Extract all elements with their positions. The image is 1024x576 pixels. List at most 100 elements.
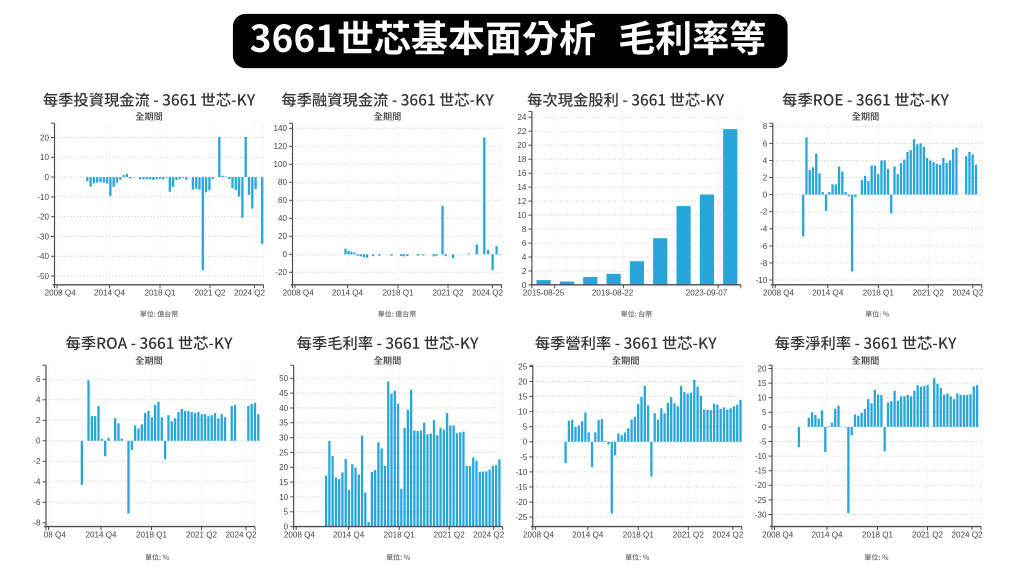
svg-text:2014 Q4: 2014 Q4 xyxy=(85,531,117,540)
svg-text:20: 20 xyxy=(518,377,528,386)
svg-text:-15: -15 xyxy=(755,467,767,476)
svg-text:-20: -20 xyxy=(37,213,49,222)
svg-text:2024 Q2: 2024 Q2 xyxy=(473,531,505,540)
svg-text:50: 50 xyxy=(279,374,289,383)
svg-text:2008 Q4: 2008 Q4 xyxy=(283,289,315,298)
svg-text:2024 Q2: 2024 Q2 xyxy=(951,531,983,540)
svg-text:-8: -8 xyxy=(33,519,41,528)
svg-text:2: 2 xyxy=(522,267,527,276)
svg-text:2014 Q4: 2014 Q4 xyxy=(572,531,604,540)
svg-text:4: 4 xyxy=(36,396,41,405)
svg-text:80: 80 xyxy=(278,178,288,187)
svg-text:-20: -20 xyxy=(516,498,528,507)
svg-text:10: 10 xyxy=(517,211,527,220)
svg-text:0: 0 xyxy=(523,438,528,447)
svg-text:20: 20 xyxy=(517,141,527,150)
svg-text:-10: -10 xyxy=(516,468,528,477)
svg-text:2024 Q2: 2024 Q2 xyxy=(712,531,744,540)
svg-text:2: 2 xyxy=(763,173,768,182)
svg-text:2008 Q4: 2008 Q4 xyxy=(284,531,316,540)
svg-text:0: 0 xyxy=(36,437,41,446)
svg-text:0: 0 xyxy=(762,423,767,432)
svg-text:0: 0 xyxy=(284,523,289,532)
svg-text:40: 40 xyxy=(278,214,288,223)
svg-text:20: 20 xyxy=(278,232,288,241)
svg-text:14: 14 xyxy=(517,183,527,192)
svg-text:-10: -10 xyxy=(756,276,768,285)
svg-text:6: 6 xyxy=(36,375,41,384)
svg-text:-25: -25 xyxy=(516,513,528,522)
svg-text:15: 15 xyxy=(518,393,528,402)
svg-text:35: 35 xyxy=(279,419,289,428)
svg-text:2021 Q2: 2021 Q2 xyxy=(912,531,944,540)
svg-text:60: 60 xyxy=(278,196,288,205)
svg-text:-5: -5 xyxy=(759,437,767,446)
svg-text:6: 6 xyxy=(522,239,527,248)
svg-text:-2: -2 xyxy=(760,208,768,217)
svg-text:12: 12 xyxy=(517,197,527,206)
svg-text:2019-08-22: 2019-08-22 xyxy=(592,289,634,298)
svg-text:-25: -25 xyxy=(755,496,767,505)
svg-text:2018 Q1: 2018 Q1 xyxy=(136,531,168,540)
svg-text:10: 10 xyxy=(40,153,50,162)
svg-text:4: 4 xyxy=(522,253,527,262)
svg-text:2014 Q4: 2014 Q4 xyxy=(332,289,364,298)
svg-text:-8: -8 xyxy=(760,259,768,268)
svg-text:5: 5 xyxy=(284,508,289,517)
svg-text:120: 120 xyxy=(273,142,287,151)
svg-text:2018 Q1: 2018 Q1 xyxy=(863,289,895,298)
svg-text:-6: -6 xyxy=(33,498,41,507)
svg-text:25: 25 xyxy=(518,362,528,371)
svg-text:-15: -15 xyxy=(516,483,528,492)
svg-text:0: 0 xyxy=(44,173,49,182)
svg-text:0: 0 xyxy=(763,191,768,200)
svg-text:-5: -5 xyxy=(520,453,528,462)
svg-text:-4: -4 xyxy=(760,225,768,234)
svg-text:45: 45 xyxy=(279,389,289,398)
svg-text:2018 Q1: 2018 Q1 xyxy=(382,289,414,298)
svg-text:2014 Q4: 2014 Q4 xyxy=(811,531,843,540)
svg-text:40: 40 xyxy=(279,404,289,413)
svg-text:2021 Q2: 2021 Q2 xyxy=(673,531,705,540)
svg-text:10: 10 xyxy=(757,394,767,403)
svg-text:2018 Q1: 2018 Q1 xyxy=(384,531,416,540)
svg-text:25: 25 xyxy=(279,448,289,457)
svg-text:18: 18 xyxy=(517,155,527,164)
svg-text:10: 10 xyxy=(279,493,289,502)
svg-text:2024 Q2: 2024 Q2 xyxy=(472,289,504,298)
svg-text:10: 10 xyxy=(518,408,528,417)
svg-text:08 Q4: 08 Q4 xyxy=(44,531,67,540)
svg-text:-10: -10 xyxy=(755,452,767,461)
svg-text:-30: -30 xyxy=(37,232,49,241)
svg-text:2021 Q2: 2021 Q2 xyxy=(432,289,464,298)
svg-text:2008 Q4: 2008 Q4 xyxy=(763,289,795,298)
svg-text:2018 Q1: 2018 Q1 xyxy=(862,531,894,540)
svg-text:2014 Q4: 2014 Q4 xyxy=(333,531,365,540)
svg-text:20: 20 xyxy=(40,133,50,142)
svg-text:-20: -20 xyxy=(755,481,767,490)
svg-text:24: 24 xyxy=(517,113,527,122)
svg-text:2014 Q4: 2014 Q4 xyxy=(812,289,844,298)
svg-text:0: 0 xyxy=(522,281,527,290)
svg-text:15: 15 xyxy=(279,478,289,487)
svg-text:2014 Q4: 2014 Q4 xyxy=(94,289,126,298)
svg-text:16: 16 xyxy=(517,169,527,178)
svg-text:4: 4 xyxy=(763,156,768,165)
svg-text:8: 8 xyxy=(522,225,527,234)
svg-text:-6: -6 xyxy=(760,242,768,251)
svg-text:2008 Q4: 2008 Q4 xyxy=(523,531,555,540)
svg-text:-30: -30 xyxy=(755,510,767,519)
svg-text:20: 20 xyxy=(279,463,289,472)
svg-text:6: 6 xyxy=(763,139,768,148)
svg-text:-10: -10 xyxy=(37,193,49,202)
svg-text:2021 Q2: 2021 Q2 xyxy=(913,289,945,298)
svg-text:5: 5 xyxy=(523,423,528,432)
svg-text:2018 Q1: 2018 Q1 xyxy=(623,531,655,540)
svg-text:20: 20 xyxy=(757,364,767,373)
svg-text:2008 Q4: 2008 Q4 xyxy=(762,531,794,540)
svg-text:-2: -2 xyxy=(33,457,41,466)
svg-text:2024 Q2: 2024 Q2 xyxy=(234,289,266,298)
svg-text:-4: -4 xyxy=(33,478,41,487)
svg-text:2024 Q2: 2024 Q2 xyxy=(225,531,257,540)
svg-text:5: 5 xyxy=(762,408,767,417)
